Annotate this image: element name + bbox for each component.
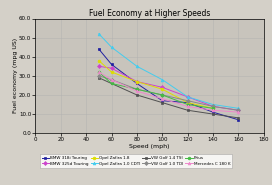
VW Golf 1.4 TSI (97, 77, 100, 79)
BMW 318i Touring (211, 111, 215, 113)
VW Golf 1.4 TSI (110, 82, 113, 85)
Mercedes C 180 K (237, 111, 240, 113)
Title: Fuel Economy at Higher Speeds: Fuel Economy at Higher Speeds (89, 9, 210, 18)
VW Golf 1.4 TSI (211, 113, 215, 115)
Y-axis label: Fuel economy (mpg US): Fuel economy (mpg US) (13, 38, 18, 113)
Prius (186, 103, 189, 106)
Opel Zafira 1.0 CDTI (97, 33, 100, 35)
Line: VW Golf 1.4 TSI: VW Golf 1.4 TSI (97, 76, 240, 119)
VW Golf 1.0 TDI (237, 109, 240, 111)
BMW 325d Touring (211, 105, 215, 107)
VW Golf 1.4 TSI (135, 94, 138, 96)
Mercedes C 180 K (97, 71, 100, 73)
Prius (211, 107, 215, 110)
BMW 318i Touring (135, 82, 138, 85)
Line: VW Golf 1.0 TDI: VW Golf 1.0 TDI (97, 74, 240, 112)
Opel Zafira 1.0 CDTI (161, 79, 164, 81)
Prius (97, 71, 100, 73)
Mercedes C 180 K (161, 98, 164, 100)
Opel Zafira 1.0 CDTI (135, 65, 138, 67)
Mercedes C 180 K (110, 79, 113, 81)
VW Golf 1.4 TSI (237, 117, 240, 119)
VW Golf 1.4 TSI (161, 102, 164, 104)
Opel Zafira 1.8 (135, 80, 138, 83)
BMW 318i Touring (186, 102, 189, 104)
VW Golf 1.0 TDI (161, 94, 164, 96)
BMW 325d Touring (161, 86, 164, 88)
X-axis label: Speed (mph): Speed (mph) (129, 144, 170, 149)
Prius (161, 94, 164, 96)
Opel Zafira 1.8 (97, 59, 100, 62)
Legend: BMW 318i Touring, BMW 325d Touring, Opel Zafira 1.8, Opel Zafira 1.0 CDTI, VW Go: BMW 318i Touring, BMW 325d Touring, Opel… (39, 154, 233, 168)
BMW 325d Touring (135, 80, 138, 83)
Line: BMW 318i Touring: BMW 318i Touring (97, 48, 240, 121)
VW Golf 1.0 TDI (186, 100, 189, 102)
VW Golf 1.0 TDI (211, 105, 215, 107)
Line: Mercedes C 180 K: Mercedes C 180 K (97, 71, 240, 114)
Line: Opel Zafira 1.0 CDTI: Opel Zafira 1.0 CDTI (97, 32, 240, 110)
Opel Zafira 1.0 CDTI (186, 96, 189, 98)
BMW 325d Touring (237, 109, 240, 111)
VW Golf 1.0 TDI (97, 75, 100, 77)
Opel Zafira 1.8 (211, 107, 215, 110)
Mercedes C 180 K (186, 105, 189, 107)
BMW 325d Touring (186, 96, 189, 98)
Opel Zafira 1.8 (110, 71, 113, 73)
BMW 318i Touring (161, 100, 164, 102)
BMW 325d Touring (97, 65, 100, 67)
Opel Zafira 1.8 (161, 88, 164, 90)
Mercedes C 180 K (211, 109, 215, 111)
Line: Prius: Prius (97, 71, 214, 110)
Line: Opel Zafira 1.8: Opel Zafira 1.8 (97, 59, 214, 110)
BMW 318i Touring (110, 63, 113, 65)
Opel Zafira 1.0 CDTI (237, 107, 240, 110)
Line: BMW 325d Touring: BMW 325d Touring (97, 65, 240, 112)
Opel Zafira 1.8 (186, 102, 189, 104)
BMW 318i Touring (237, 119, 240, 121)
VW Golf 1.4 TSI (186, 109, 189, 111)
VW Golf 1.0 TDI (110, 79, 113, 81)
Prius (135, 88, 138, 90)
BMW 318i Touring (97, 48, 100, 50)
Prius (110, 82, 113, 85)
Opel Zafira 1.0 CDTI (110, 46, 113, 48)
Mercedes C 180 K (135, 90, 138, 92)
VW Golf 1.0 TDI (135, 88, 138, 90)
BMW 325d Touring (110, 67, 113, 69)
Opel Zafira 1.0 CDTI (211, 103, 215, 106)
